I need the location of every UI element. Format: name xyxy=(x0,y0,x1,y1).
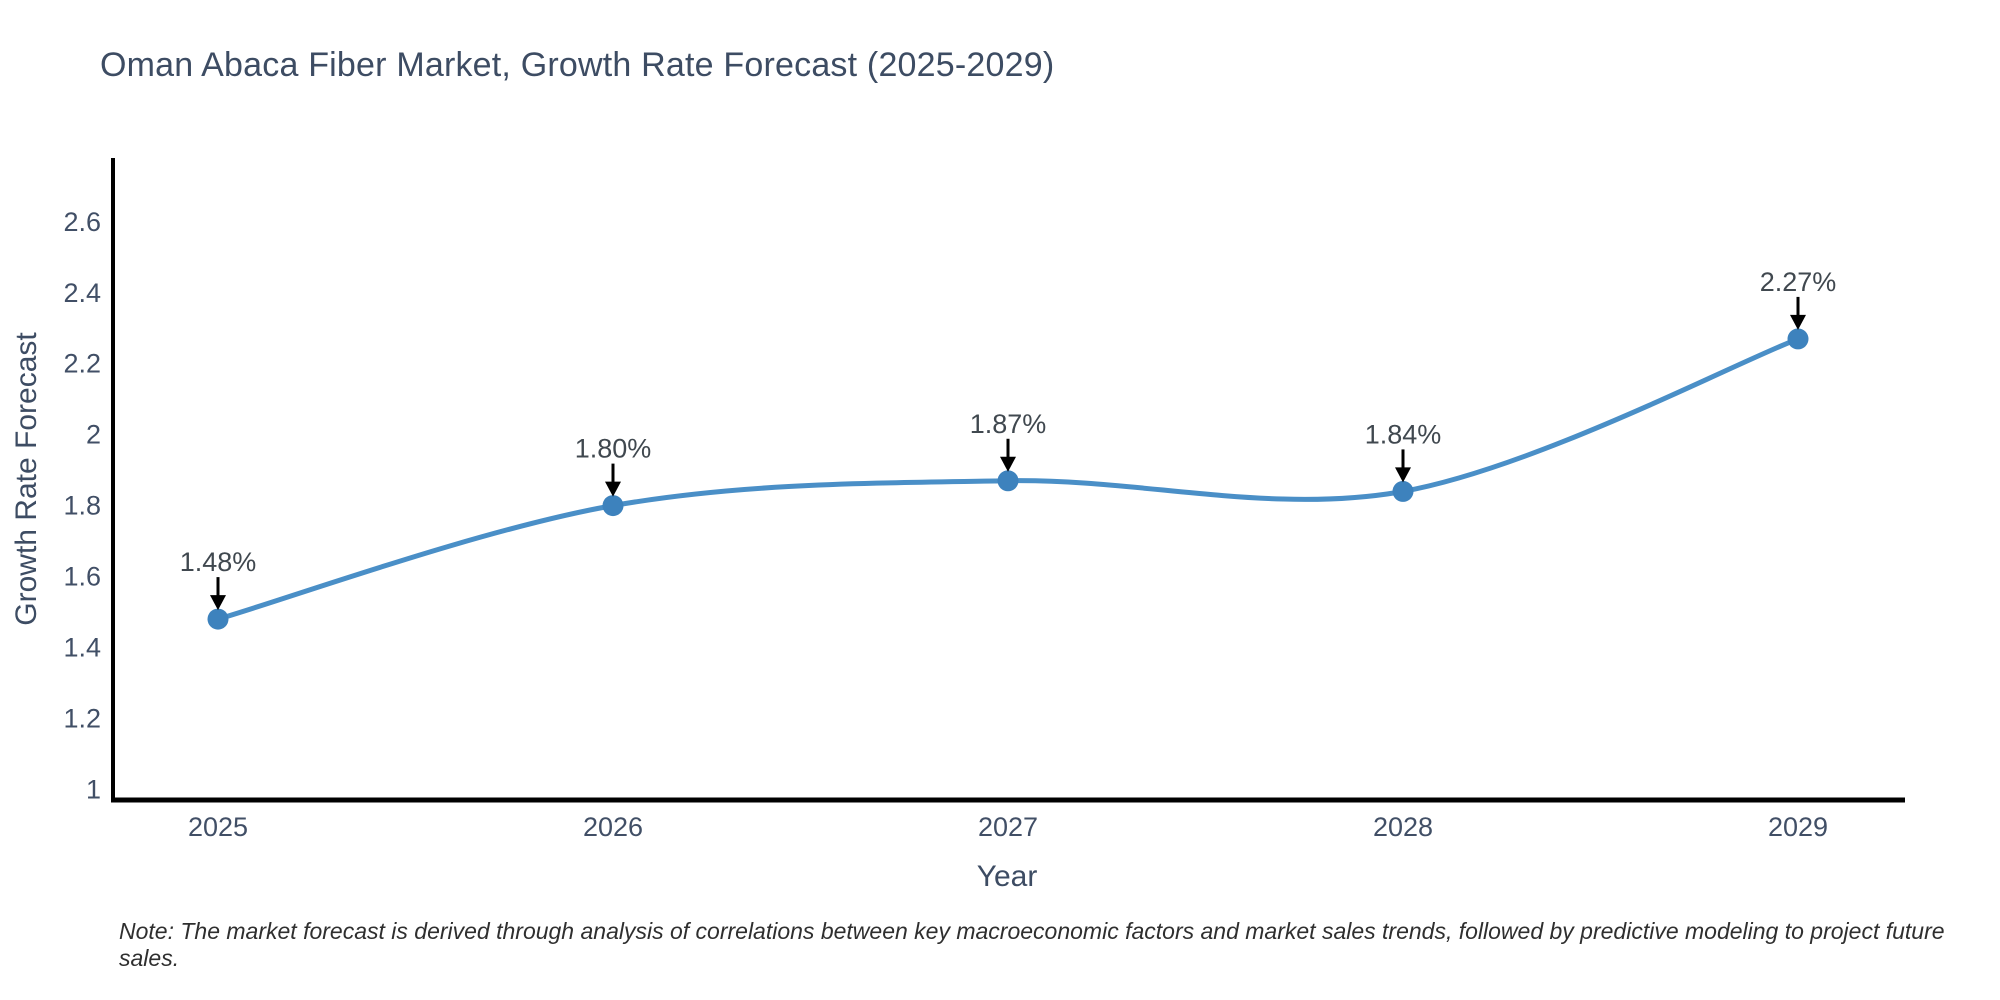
annotation-arrowhead xyxy=(210,595,226,611)
data-point-marker xyxy=(602,495,624,517)
annotation-arrowhead xyxy=(1000,456,1016,472)
annotation-label: 1.87% xyxy=(970,409,1047,439)
annotation-label: 1.84% xyxy=(1365,419,1442,449)
data-point-marker xyxy=(1392,480,1414,502)
y-tick-label: 2.4 xyxy=(63,278,101,308)
x-tick-label: 2025 xyxy=(188,812,248,842)
y-tick-label: 2.2 xyxy=(63,349,101,379)
footnote: Note: The market forecast is derived thr… xyxy=(119,918,1945,971)
chart-title: Oman Abaca Fiber Market, Growth Rate For… xyxy=(100,46,1055,84)
annotation-arrowhead xyxy=(1395,467,1411,483)
data-point-marker xyxy=(1787,328,1809,350)
x-tick-label: 2028 xyxy=(1373,812,1433,842)
annotation-label: 1.48% xyxy=(180,547,257,577)
annotation-label: 1.80% xyxy=(575,434,652,464)
y-tick-label: 1.8 xyxy=(63,491,101,521)
y-tick-label: 1.6 xyxy=(63,562,101,592)
y-tick-label: 1.2 xyxy=(63,703,101,733)
x-tick-label: 2027 xyxy=(978,812,1038,842)
y-tick-label: 2.6 xyxy=(63,207,101,237)
annotation-arrowhead xyxy=(605,481,621,497)
x-tick-label: 2029 xyxy=(1768,812,1828,842)
annotation-arrowhead xyxy=(1790,314,1806,330)
y-tick-label: 1.4 xyxy=(63,632,101,662)
x-tick-label: 2026 xyxy=(583,812,643,842)
y-tick-label: 2 xyxy=(86,420,101,450)
annotation-label: 2.27% xyxy=(1760,267,1837,297)
data-point-marker xyxy=(207,608,229,630)
y-tick-label: 1 xyxy=(86,774,101,804)
data-point-marker xyxy=(997,470,1019,492)
x-axis-title: Year xyxy=(976,860,1038,893)
